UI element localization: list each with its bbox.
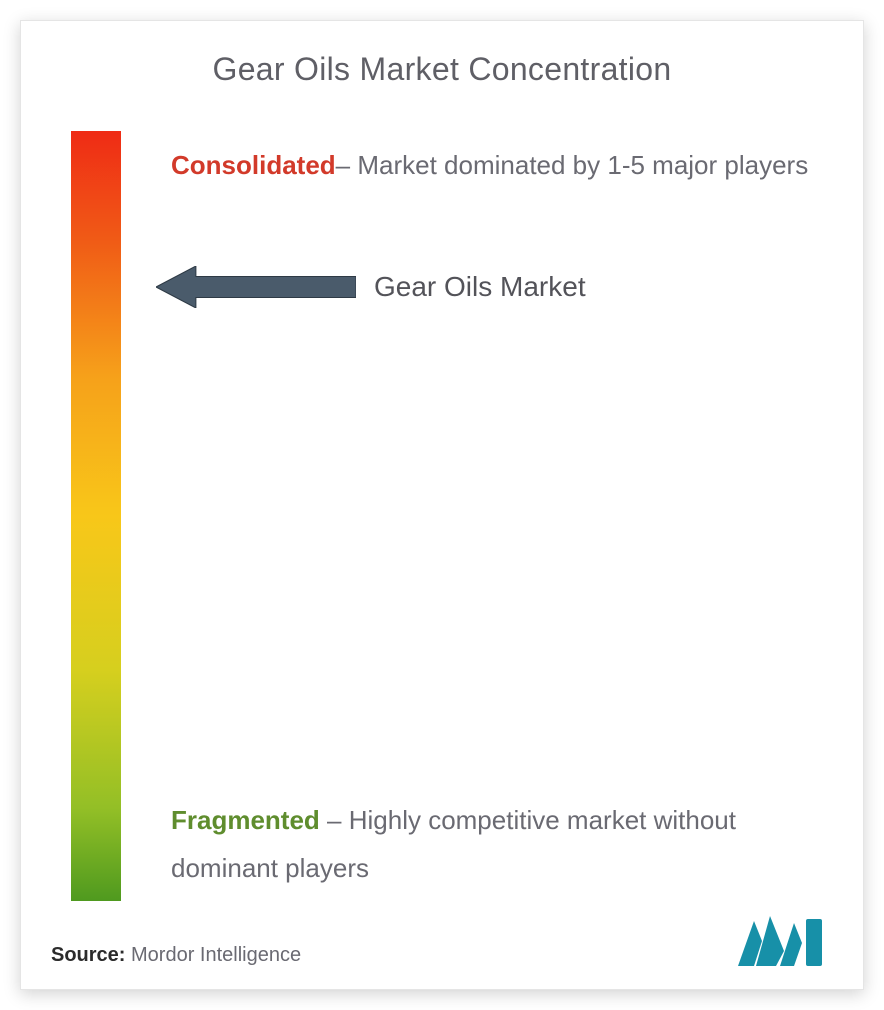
source-attribution: Source: Mordor Intelligence [51, 944, 301, 967]
consolidated-text: – Market dominated by 1-5 major players [336, 150, 809, 180]
fragmented-description: Fragmented – Highly competitive market w… [171, 796, 811, 892]
chart-title: Gear Oils Market Concentration [21, 51, 863, 88]
arrow-left-icon [156, 266, 356, 308]
fragmented-term: Fragmented [171, 805, 320, 835]
market-label: Gear Oils Market [374, 271, 586, 303]
concentration-gradient-bar [71, 131, 121, 901]
mordor-logo [736, 911, 828, 971]
source-value: Mordor Intelligence [125, 944, 301, 966]
infographic-card: Gear Oils Market Concentration Consolida… [20, 20, 864, 990]
market-position-indicator: Gear Oils Market [156, 266, 586, 308]
consolidated-description: Consolidated– Market dominated by 1-5 ma… [171, 141, 811, 189]
source-label: Source: [51, 944, 125, 966]
consolidated-term: Consolidated [171, 150, 336, 180]
